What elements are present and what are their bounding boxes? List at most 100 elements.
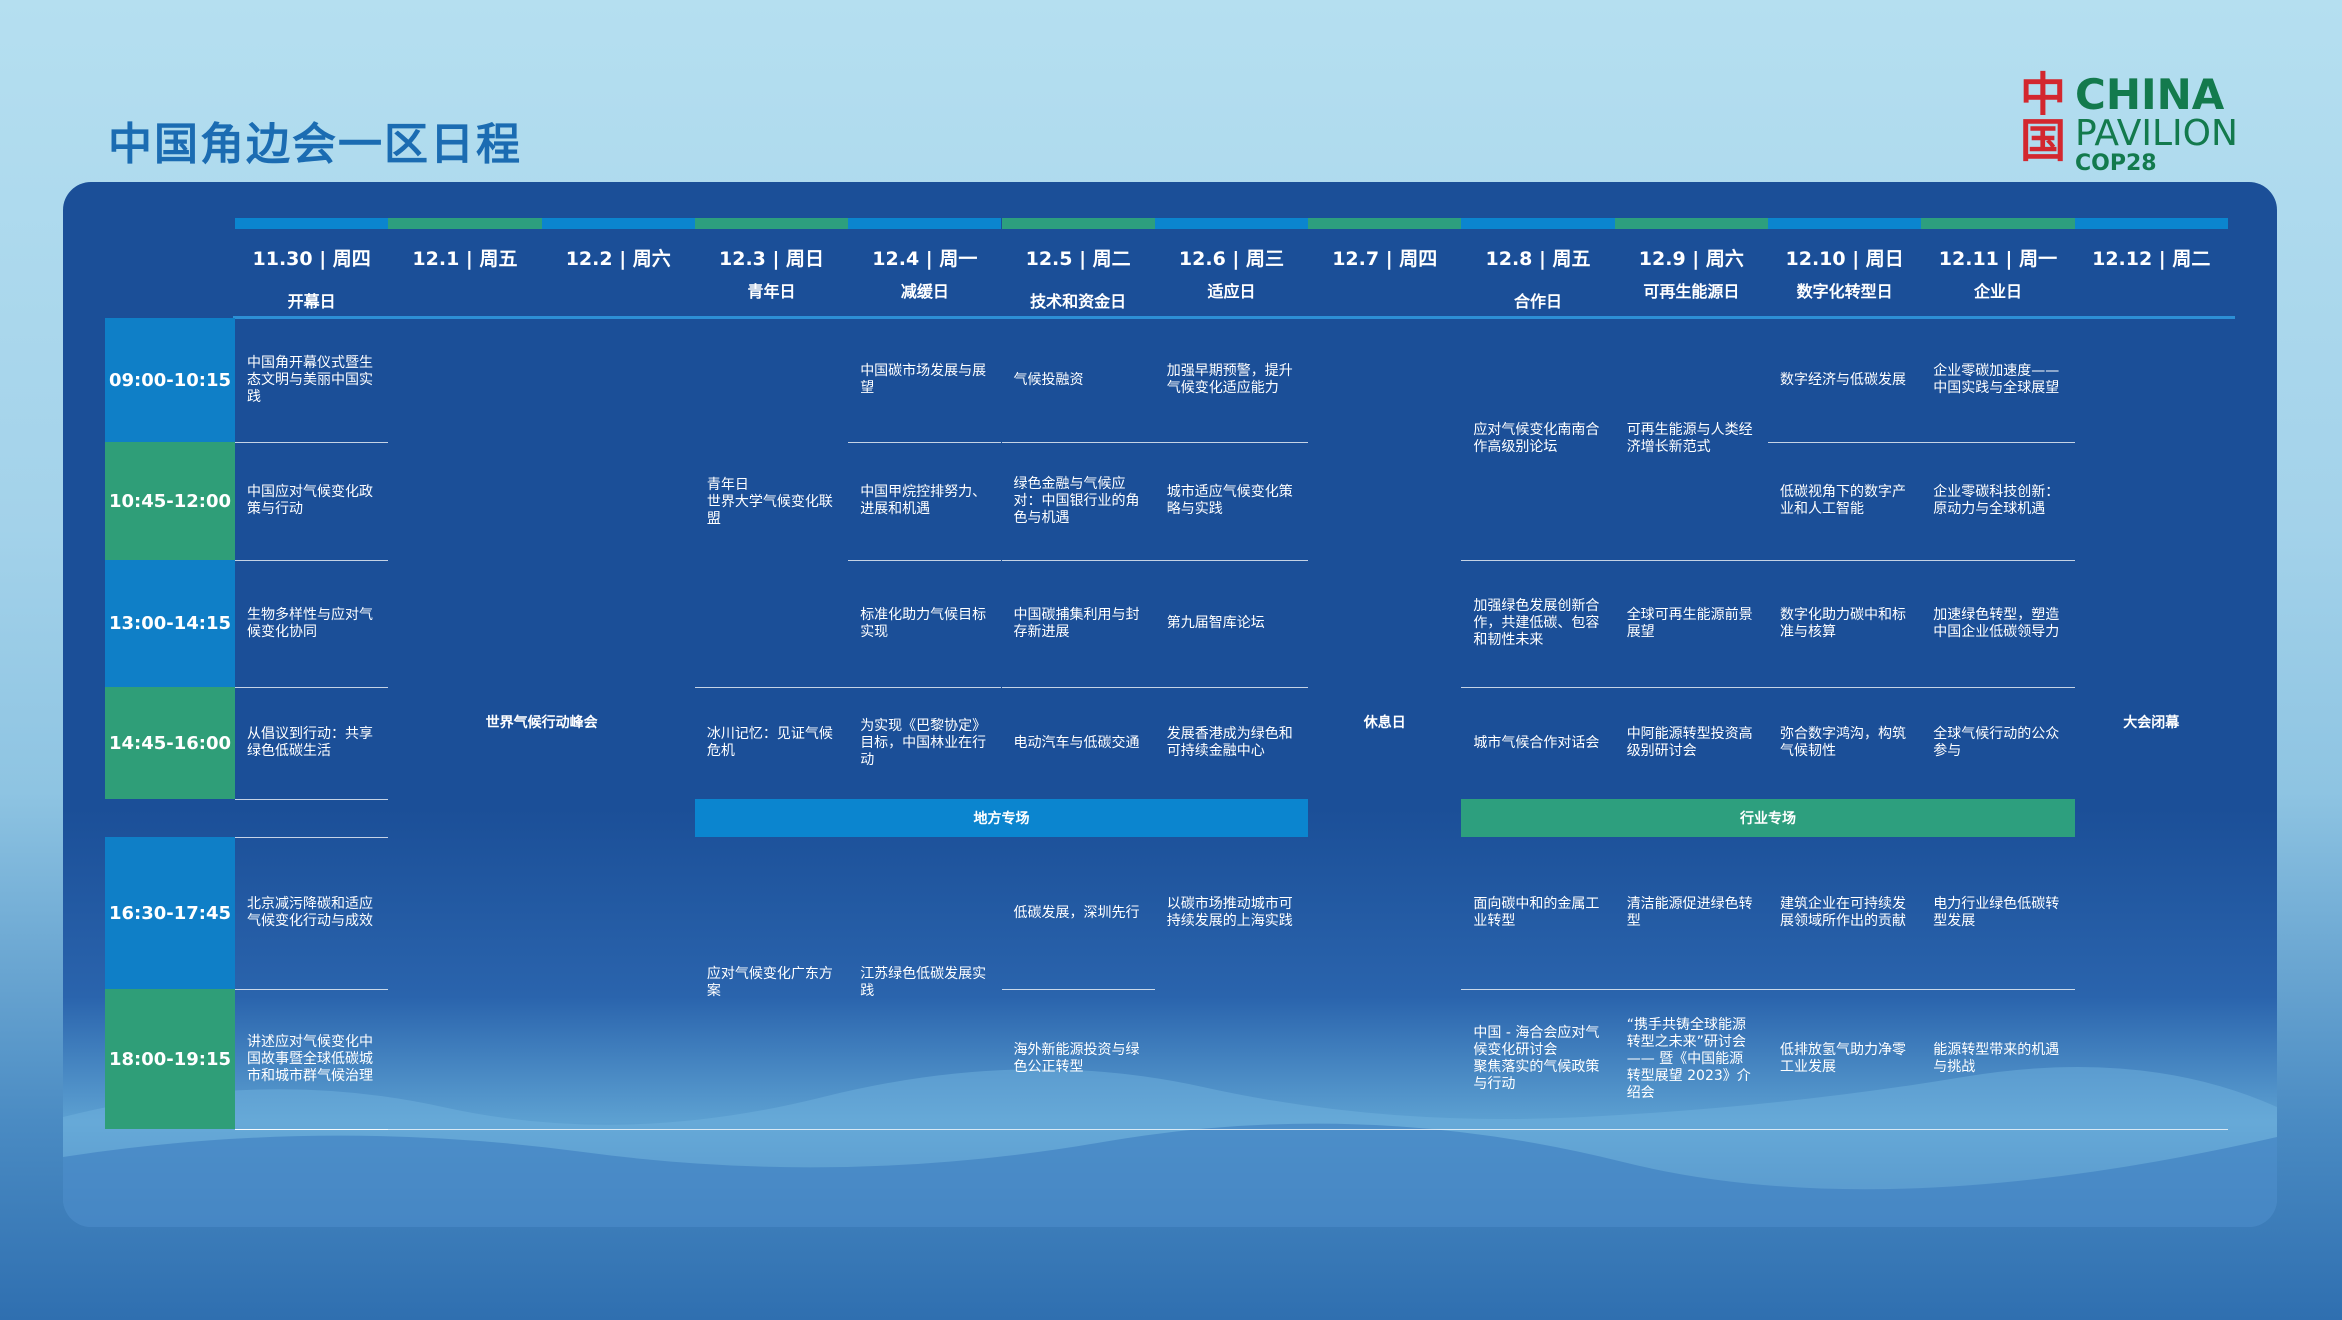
bottom-divider <box>235 1129 2228 1130</box>
row-divider <box>235 837 389 838</box>
row-divider <box>235 687 389 688</box>
session-cell: 应对气候变化广东方案 <box>706 966 833 999</box>
column-theme: 合作日 <box>1514 292 1563 311</box>
column-header-bar <box>1921 218 2075 229</box>
row-divider <box>1461 687 1615 688</box>
session-cell: 绿色金融与气候应对：中国银行业的角色与机遇 <box>1013 475 1140 526</box>
session-cell: 加强绿色发展创新合作，共建低碳、包容和韧性未来 <box>1473 598 1600 648</box>
session-cell: 北京减污降碳和适应气候变化行动与成效 <box>247 896 373 929</box>
closing-cell: 大会闭幕 <box>2123 715 2180 731</box>
column-theme: 青年日 <box>747 282 796 301</box>
session-cell: 中国甲烷控排努力、进展和机遇 <box>860 484 987 517</box>
column-header: 11.30 | 周四 开幕日 <box>235 182 388 316</box>
column-date: 12.2 | 周六 <box>565 248 671 270</box>
session-cell: 中国应对气候变化政策与行动 <box>247 484 373 517</box>
row-divider <box>1921 687 2075 688</box>
logo-line2: PAVILION <box>2075 113 2238 154</box>
local-band: 地方专场 <box>694 799 1309 837</box>
session-cell: 生物多样性与应对气候变化协同 <box>247 606 373 640</box>
logo-cn-text: 中国 <box>2013 70 2067 162</box>
session-cell: 中国角开幕仪式暨生态文明与美丽中国实践 <box>247 354 373 405</box>
column-header: 12.9 | 周六 可再生能源日 <box>1615 182 1768 316</box>
column-date: 12.3 | 周日 <box>719 248 825 270</box>
schedule-grid: 11.30 | 周四 开幕日 12.1 | 周五 12.2 | 周六 12.3 | 周日… <box>63 182 2277 1227</box>
session-cell: 弥合数字鸿沟，构筑气候韧性 <box>1780 726 1906 759</box>
row-divider <box>848 560 1002 561</box>
row-divider <box>1001 687 1155 688</box>
mountain-background <box>63 1067 2277 1227</box>
row-divider <box>1001 442 1155 443</box>
session-cell: 应对气候变化南南合作高级别论坛 <box>1473 422 1600 455</box>
column-theme: 技术和资金日 <box>1030 292 1127 311</box>
column-theme: 减缓日 <box>900 282 949 301</box>
row-divider <box>1768 989 1922 990</box>
row-divider <box>1768 442 1922 443</box>
column-header: 12.11 | 周一 企业日 <box>1921 182 2074 316</box>
column-theme: 开幕日 <box>287 292 336 311</box>
column-date: 12.8 | 周五 <box>1485 248 1591 270</box>
row-divider <box>848 687 1002 688</box>
session-cell: 城市适应气候变化策略与实践 <box>1166 484 1293 517</box>
column-header-bar <box>1154 218 1309 229</box>
session-cell: “携手共铸全球能源转型之未来”研讨会—— 暨《中国能源转型展望 2023》介绍会 <box>1626 1016 1751 1101</box>
column-date: 12.4 | 周一 <box>872 248 978 270</box>
session-cell: 全球气候行动的公众参与 <box>1933 726 2060 759</box>
column-header: 12.7 | 周四 <box>1308 182 1461 316</box>
column-date: 12.9 | 周六 <box>1638 248 1744 270</box>
industry-band: 行业专场 <box>1461 799 2075 837</box>
session-cell: 中国 - 海合会应对气候变化研讨会 聚焦落实的气候政策与行动 <box>1473 1025 1600 1092</box>
column-header-bar <box>2074 218 2228 229</box>
row-divider <box>235 799 389 800</box>
session-cell: 面向碳中和的金属工业转型 <box>1473 896 1600 929</box>
session-cell: 加强早期预警，提升气候变化适应能力 <box>1166 363 1293 396</box>
row-divider <box>235 560 389 561</box>
session-cell: 低排放氢气助力净零工业发展 <box>1780 1042 1906 1075</box>
row-divider <box>848 442 1002 443</box>
session-cell: 海外新能源投资与绿色公正转型 <box>1013 1042 1140 1075</box>
session-cell: 第九届智库论坛 <box>1166 615 1265 631</box>
session-cell: 讲述应对气候变化中国故事暨全球低碳城市和城市群气候治理 <box>247 1033 373 1084</box>
row-divider <box>235 442 389 443</box>
session-cell: 冰川记忆：见证气候危机 <box>706 726 833 759</box>
time-slot: 13:00-14:15 <box>105 560 235 687</box>
column-date: 12.6 | 周三 <box>1178 248 1284 270</box>
column-header: 12.1 | 周五 <box>388 182 541 316</box>
column-header: 12.10 | 周日 数字化转型日 <box>1768 182 1921 316</box>
rest-day-cell: 休息日 <box>1363 715 1406 731</box>
column-date: 11.30 | 周四 <box>252 248 371 270</box>
row-divider <box>1614 989 1768 990</box>
row-divider <box>1001 989 1155 990</box>
column-date: 12.10 | 周日 <box>1785 248 1904 270</box>
session-cell: 数字经济与低碳发展 <box>1780 371 1906 388</box>
logo-line1: CHINA <box>2075 70 2225 119</box>
column-date: 12.7 | 周四 <box>1332 248 1438 270</box>
time-slot: 18:00-19:15 <box>105 989 235 1129</box>
column-header-bar <box>1308 218 1462 229</box>
row-divider <box>1768 687 1922 688</box>
session-cell: 低碳视角下的数字产业和人工智能 <box>1780 484 1906 517</box>
column-header: 12.3 | 周日 青年日 <box>695 182 848 316</box>
session-cell: 企业零碳加速度——中国实践与全球展望 <box>1933 363 2060 396</box>
session-cell: 清洁能源促进绿色转型 <box>1626 896 1753 929</box>
session-cell: 中阿能源转型投资高级别研讨会 <box>1626 726 1753 759</box>
column-header-bar <box>541 218 695 229</box>
session-cell: 从倡议到行动：共享绿色低碳生活 <box>247 726 373 759</box>
column-header: 12.4 | 周一 减缓日 <box>848 182 1001 316</box>
column-date: 12.11 | 周一 <box>1938 248 2058 270</box>
session-cell: 建筑企业在可持续发展领域所作出的贡献 <box>1780 896 1906 929</box>
row-divider <box>1001 560 1155 561</box>
column-header-bar <box>848 218 1002 229</box>
session-cell: 低碳发展，深圳先行 <box>1013 904 1140 921</box>
session-cell: 企业零碳科技创新：原动力与全球机遇 <box>1933 484 2060 517</box>
session-cell: 全球可再生能源前景展望 <box>1626 606 1753 640</box>
column-header-bar <box>1461 218 1615 229</box>
session-cell: 为实现《巴黎协定》目标，中国林业在行动 <box>860 717 987 768</box>
column-header: 12.8 | 周五 合作日 <box>1461 182 1614 316</box>
session-cell: 可再生能源与人类经济增长新范式 <box>1626 422 1753 455</box>
column-date: 12.12 | 周二 <box>2092 248 2211 270</box>
session-cell: 城市气候合作对话会 <box>1473 734 1600 751</box>
summit-merged-cell: 世界气候行动峰会 <box>485 715 598 731</box>
schedule-panel: 11.30 | 周四 开幕日 12.1 | 周五 12.2 | 周六 12.3 | 周日… <box>63 182 2277 1227</box>
column-header-bar <box>1001 218 1155 229</box>
row-divider <box>235 989 389 990</box>
